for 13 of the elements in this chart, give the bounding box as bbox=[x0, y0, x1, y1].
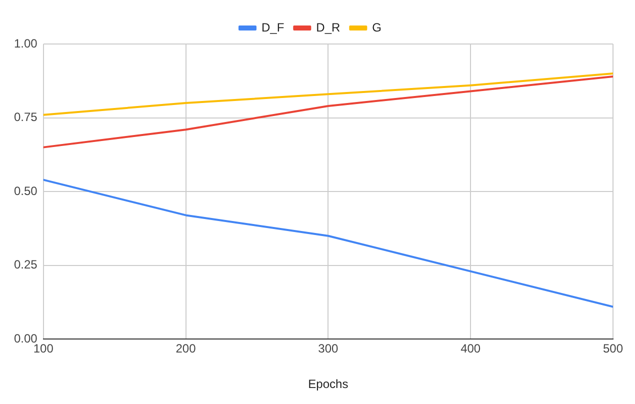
x-tick-label: 200 bbox=[176, 342, 196, 356]
y-tick-label: 1.00 bbox=[14, 36, 38, 50]
x-tick-label: 300 bbox=[318, 342, 339, 356]
legend-label: D_F bbox=[261, 20, 284, 34]
y-tick-label: 0.25 bbox=[14, 258, 38, 272]
legend-label: D_R bbox=[316, 20, 341, 34]
x-tick-label: 100 bbox=[33, 342, 54, 356]
x-tick-label: 500 bbox=[602, 342, 624, 356]
legend-label: G bbox=[372, 20, 382, 34]
y-tick-label: 0.75 bbox=[14, 110, 38, 124]
x-tick-label: 400 bbox=[460, 342, 481, 356]
y-tick-label: 0.50 bbox=[14, 184, 38, 198]
x-axis-title: Epochs bbox=[308, 377, 348, 392]
